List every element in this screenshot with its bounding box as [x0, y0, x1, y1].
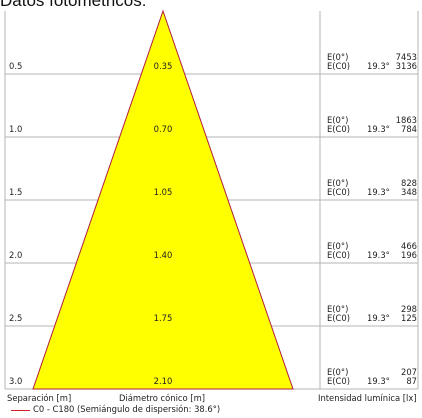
beam-angle-value: 19.3°: [367, 124, 390, 134]
e-axis-value: 298: [401, 304, 417, 314]
beam-angle-value: 19.3°: [367, 313, 390, 323]
e-c0-value: 348: [401, 187, 417, 197]
e-c0-label: E(C0): [327, 313, 350, 323]
separation-value: 1.5: [9, 187, 22, 197]
intensity-axis-label: Intensidad lumínica [lx]: [318, 393, 417, 403]
e-axis-label: E(0°): [327, 115, 348, 125]
diameter-value: 1.05: [154, 187, 173, 197]
e-c0-label: E(C0): [327, 376, 350, 386]
e-c0-value: 196: [401, 250, 417, 260]
e-c0-label: E(C0): [327, 187, 350, 197]
e-c0-value: 3136: [396, 61, 417, 71]
diameter-value: 2.10: [154, 376, 173, 386]
light-cone: [32, 9, 294, 390]
e-axis-label: E(0°): [327, 52, 348, 62]
legend-label: C0 - C180 (Semiángulo de dispersión: 38.…: [33, 404, 221, 414]
separation-axis-label: Separación [m]: [7, 393, 72, 403]
e-axis-value: 466: [401, 241, 417, 251]
separation-value: 1.0: [9, 124, 22, 134]
separation-value: 2.0: [9, 250, 22, 260]
page-title: Datos fotométricos:: [0, 0, 147, 10]
e-c0-label: E(C0): [327, 124, 350, 134]
e-axis-value: 7453: [396, 52, 417, 62]
diameter-axis-label: Diámetro cónico [m]: [119, 393, 205, 403]
e-c0-label: E(C0): [327, 61, 350, 71]
e-c0-value: 87: [406, 376, 417, 386]
legend-line-swatch: [11, 410, 30, 411]
separation-value: 2.5: [9, 313, 22, 323]
e-c0-value: 784: [401, 124, 417, 134]
beam-angle-value: 19.3°: [367, 250, 390, 260]
e-axis-value: 207: [401, 367, 417, 377]
e-c0-value: 125: [401, 313, 417, 323]
diameter-value: 1.40: [154, 250, 173, 260]
e-c0-label: E(C0): [327, 250, 350, 260]
diameter-value: 0.70: [154, 124, 173, 134]
e-axis-label: E(0°): [327, 304, 348, 314]
separation-value: 3.0: [9, 376, 22, 386]
beam-angle-value: 19.3°: [367, 376, 390, 386]
e-axis-value: 828: [401, 178, 417, 188]
beam-angle-value: 19.3°: [367, 187, 390, 197]
e-axis-value: 1863: [396, 115, 417, 125]
e-axis-label: E(0°): [327, 178, 348, 188]
beam-angle-value: 19.3°: [367, 61, 390, 71]
diameter-value: 0.35: [154, 61, 173, 71]
e-axis-label: E(0°): [327, 241, 348, 251]
e-axis-label: E(0°): [327, 367, 348, 377]
diameter-value: 1.75: [154, 313, 173, 323]
separation-value: 0.5: [9, 61, 22, 71]
